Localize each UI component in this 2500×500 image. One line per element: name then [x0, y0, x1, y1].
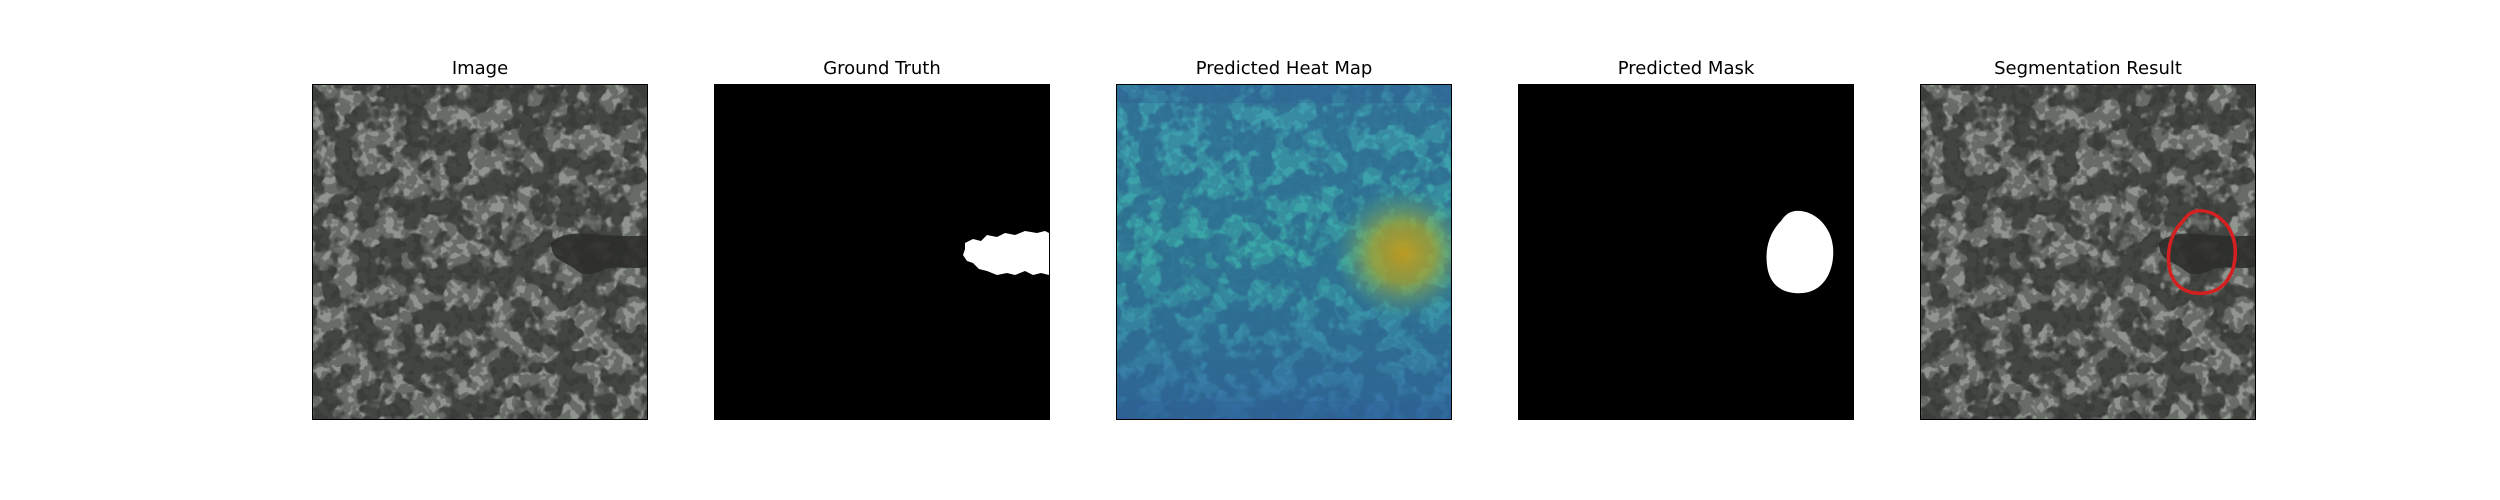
segmentation-outline	[2166, 209, 2237, 295]
texture-image	[312, 84, 648, 420]
panel-title: Ground Truth	[823, 58, 941, 79]
segmentation-result-image	[1920, 84, 2256, 420]
predicted-mask-region	[1766, 210, 1834, 294]
predicted-mask-image	[1518, 84, 1854, 420]
panel-title: Image	[451, 58, 509, 79]
panel-heat-map: Predicted Heat Map	[1116, 0, 1452, 500]
ground-truth-region	[963, 231, 1049, 275]
heat-map-image	[1116, 84, 1452, 420]
panel-title: Segmentation Result	[1994, 58, 2182, 79]
panel-predicted-mask: Predicted Mask	[1518, 0, 1854, 500]
panel-title: Predicted Heat Map	[1195, 58, 1373, 79]
ground-truth-mask	[714, 84, 1050, 420]
defect-region	[551, 233, 647, 275]
panel-ground-truth: Ground Truth	[714, 0, 1050, 500]
panel-title: Predicted Mask	[1617, 58, 1755, 79]
panel-image: Image	[312, 0, 648, 500]
panel-segmentation-result: Segmentation Result	[1920, 0, 2256, 500]
